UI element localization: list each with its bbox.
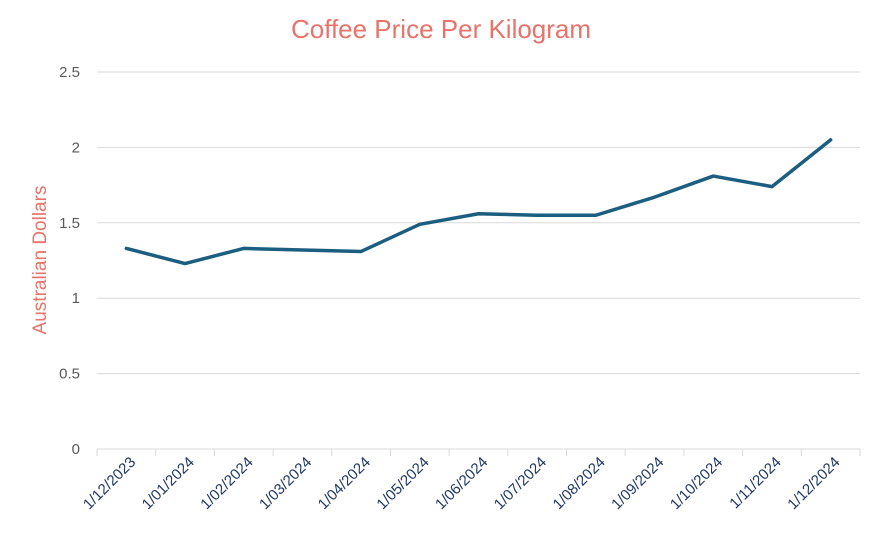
data-point xyxy=(183,262,187,266)
data-point xyxy=(535,213,539,217)
x-tick-label: 1/07/2024 xyxy=(491,454,550,513)
x-tick-label: 1/12/2023 xyxy=(80,454,139,513)
x-tick-label: 1/01/2024 xyxy=(139,454,198,513)
series-line xyxy=(124,138,833,266)
x-tick-label: 1/12/2024 xyxy=(784,454,843,513)
x-tick-label: 1/03/2024 xyxy=(256,454,315,513)
data-point xyxy=(359,249,363,253)
y-tick-label: 1.5 xyxy=(59,215,80,232)
data-point xyxy=(418,222,422,226)
data-point xyxy=(711,174,715,178)
data-point xyxy=(300,248,304,252)
data-point xyxy=(477,212,480,216)
y-axis-label: Australian Dollars xyxy=(30,186,51,335)
x-tick-label: 1/06/2024 xyxy=(432,454,491,513)
data-point xyxy=(124,246,128,250)
y-tick-label: 2 xyxy=(72,139,80,156)
data-point xyxy=(829,138,833,142)
y-tick-label: 1 xyxy=(72,290,80,307)
y-tick-label: 2.5 xyxy=(59,64,80,81)
x-tick-label: 1/02/2024 xyxy=(197,454,256,513)
x-tick-label: 1/09/2024 xyxy=(608,454,667,513)
chart-title: Coffee Price Per Kilogram xyxy=(291,14,591,44)
x-tick-label: 1/05/2024 xyxy=(373,454,432,513)
x-tick-label: 1/08/2024 xyxy=(550,454,609,513)
data-point xyxy=(770,185,774,189)
x-tick-label: 1/10/2024 xyxy=(667,454,726,513)
y-tick-label: 0 xyxy=(72,441,80,458)
y-tick-label: 0.5 xyxy=(59,366,80,383)
x-tick-label: 1/11/2024 xyxy=(726,454,784,512)
data-point xyxy=(594,213,598,217)
data-point xyxy=(653,195,657,199)
x-tick-label: 1/04/2024 xyxy=(315,454,374,513)
data-point xyxy=(242,246,246,250)
